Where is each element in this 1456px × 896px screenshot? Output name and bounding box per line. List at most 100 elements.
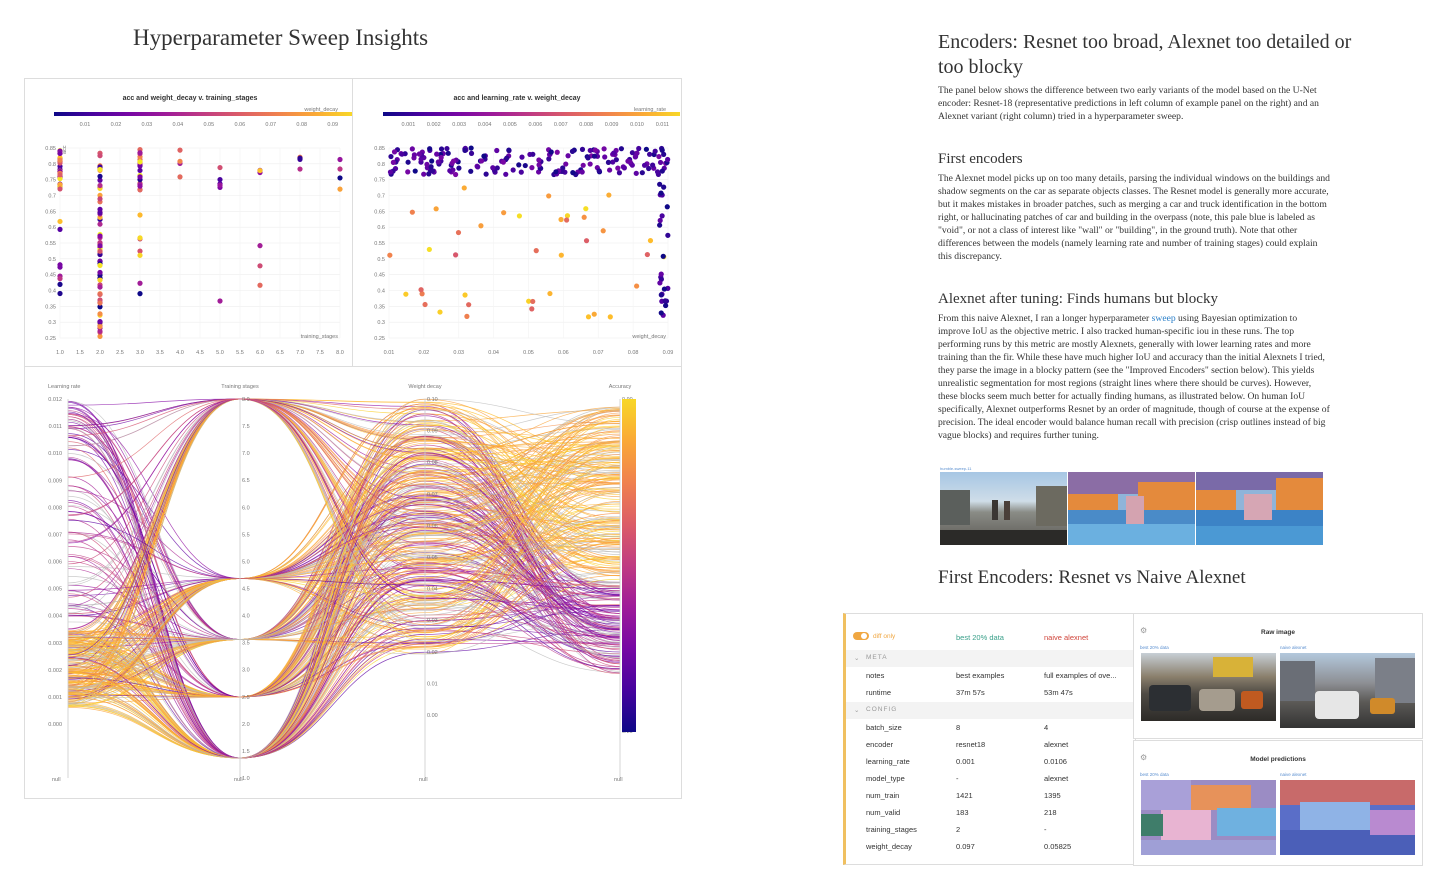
tick-label: 0.02 [427, 650, 438, 656]
scatter-point [137, 159, 143, 165]
scatter-point [510, 167, 516, 173]
scatter-point [437, 309, 443, 315]
scatter-point [657, 222, 663, 228]
scatter-point [530, 298, 536, 305]
scatter-point [97, 173, 103, 179]
tick-label: 0.011 [49, 424, 62, 430]
scatter-point [444, 145, 450, 152]
tick-label: 0.000 [48, 722, 62, 728]
scatter-point [657, 280, 663, 286]
heading-encoders: Encoders: Resnet too broad, Alexnet too … [938, 31, 1352, 78]
parallel-coordinates-chart[interactable]: Learning rate Training stages Weight decay… [25, 378, 679, 794]
x-tick-label: 6.0 [256, 350, 264, 356]
scatter-point [518, 169, 524, 175]
axis-title: Training stages [221, 384, 259, 390]
scatter-point [427, 146, 433, 152]
polyline [67, 444, 621, 759]
polyline [67, 543, 621, 759]
legend-tick: 0.02 [111, 122, 122, 128]
scatter-point [633, 170, 639, 176]
polyline [67, 423, 621, 759]
tick-label: 0.004 [48, 614, 62, 620]
scatter-point [522, 162, 528, 169]
polyline [67, 590, 621, 759]
legend-label: weight_decay [303, 107, 338, 113]
scatter-point [580, 162, 586, 168]
scatter-point [611, 150, 617, 156]
table-row: num_valid 183 218 [846, 804, 1135, 821]
scatter-point [602, 154, 608, 160]
scatter-point [337, 166, 343, 172]
run-col-naive-alexnet[interactable]: naive alexnet [1044, 633, 1089, 642]
y-tick-label: 0.3 [48, 320, 56, 326]
legend-tick: 0.01 [80, 122, 91, 128]
diff-only-toggle[interactable] [853, 632, 869, 640]
polyline [67, 473, 621, 698]
scatter-point [97, 153, 103, 159]
scatter-point [526, 298, 532, 304]
scatter-point [661, 151, 667, 157]
gear-icon[interactable]: ⚙ [1140, 626, 1148, 635]
scatter-point [468, 145, 474, 151]
table-row: model_type - alexnet [846, 770, 1135, 787]
tick-label: 2.5 [242, 695, 250, 701]
scatter-point [177, 147, 183, 153]
scatter-point [433, 206, 439, 212]
polyline [67, 398, 621, 691]
scatter-point [97, 196, 103, 202]
row-value: alexnet [1044, 774, 1069, 783]
scatter-point [97, 300, 103, 306]
table-row: encoder resnet18 alexnet [846, 736, 1135, 753]
row-value: 8 [956, 723, 961, 732]
x-tick-label: 2.0 [96, 350, 104, 356]
legend-tick: 0.003 [452, 122, 466, 128]
row-value: 4 [1044, 723, 1049, 732]
polyline [67, 518, 621, 652]
polyline [67, 427, 621, 759]
raw-image-a[interactable] [1141, 653, 1276, 721]
scatter-point [450, 158, 457, 164]
scatter-point [455, 229, 462, 236]
meta-section-header[interactable]: ⌄ META [846, 650, 1135, 667]
table-row: notes best examples full examples of ove..… [846, 667, 1135, 684]
scatter-point [664, 204, 670, 210]
scatter-point [554, 149, 560, 155]
row-value: - [956, 774, 959, 783]
scatter-point [411, 152, 417, 158]
row-key: num_train [866, 791, 900, 800]
raw-image-b[interactable] [1280, 653, 1415, 728]
scatter-point [658, 310, 664, 316]
x-tick-label: 4.0 [176, 350, 184, 356]
y-tick-label: 0.55 [45, 241, 56, 247]
tick-label: 0.00 [427, 713, 438, 719]
scatter-point [399, 151, 405, 157]
polyline [67, 407, 621, 701]
tick-label: 0.010 [48, 451, 62, 457]
scatter-point [57, 181, 63, 188]
scatter-point [478, 223, 484, 229]
prediction-b[interactable] [1280, 780, 1415, 855]
scatter-learning-rate-chart[interactable]: learning_rate 0.001 0.002 0.003 0.004 0.005 0.… [353, 104, 680, 366]
sweep-link[interactable]: sweep [1151, 313, 1176, 324]
prediction-a[interactable] [1141, 780, 1276, 855]
scatter-point [504, 155, 510, 161]
scatter-point [529, 306, 535, 312]
table-row: batch_size 8 4 [846, 719, 1135, 736]
scatter-point [57, 262, 63, 268]
scatter-point [137, 183, 143, 189]
scatter-point [629, 150, 636, 156]
tick-label: 0.005 [48, 587, 62, 593]
config-section-header[interactable]: ⌄ CONFIG [846, 702, 1135, 719]
polyline [67, 436, 621, 640]
run-col-best20[interactable]: best 20% data [956, 633, 1004, 642]
scatter-weight-decay-chart[interactable]: weight_decay 0.01 0.02 0.03 0.04 0.05 0.06 0.07… [24, 104, 352, 366]
scatter-point [97, 311, 103, 317]
tick-label: 7.0 [242, 451, 250, 457]
scatter-point [634, 150, 640, 156]
scatter-point [663, 302, 669, 309]
scatter-point [217, 298, 223, 304]
scatter-point [297, 155, 303, 161]
gear-icon[interactable]: ⚙ [1140, 753, 1148, 762]
row-value: 0.05825 [1044, 842, 1072, 851]
scatter-point [656, 153, 662, 160]
